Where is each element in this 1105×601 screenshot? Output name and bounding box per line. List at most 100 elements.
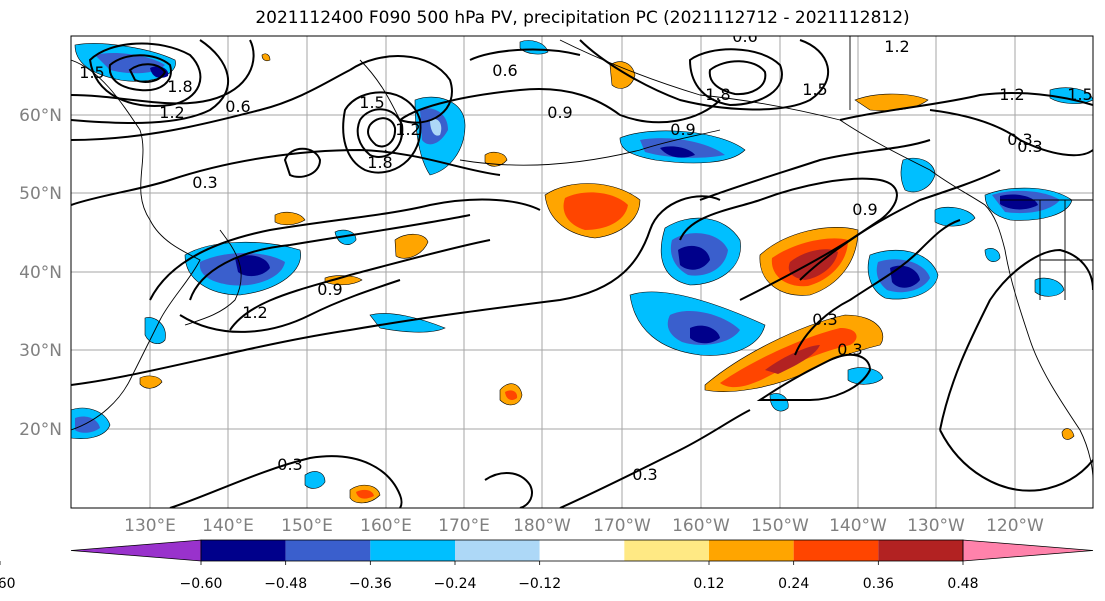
precip-blob [356, 489, 374, 499]
coastline-japan [184, 229, 242, 326]
contour-label: 0.3 [192, 173, 217, 192]
contour-label: 0.9 [670, 120, 695, 139]
lon-tick-label: 150°W [751, 516, 809, 536]
lon-tick-label: 140°W [829, 516, 887, 536]
colorbar-outline [200, 539, 964, 562]
pv-contour [708, 60, 767, 96]
lon-tick-label: 170°E [438, 516, 490, 536]
pv-contour [559, 409, 751, 508]
contour-label: 0.3 [632, 465, 657, 484]
colorbar-tick-label: −0.36 [349, 576, 392, 592]
pv-contours [71, 39, 1093, 508]
lon-tick-label: 180°W [513, 516, 571, 536]
precip-blob [519, 40, 549, 55]
map-frame [70, 35, 1094, 509]
pv-contour [739, 169, 1001, 301]
colorbar-extend-max [962, 539, 1094, 562]
pv-contour [179, 279, 401, 333]
colorbar-tick-label: 0.36 [863, 576, 894, 592]
coastline-bc [929, 169, 1006, 251]
precip-blob [484, 151, 508, 167]
precip-blob [1061, 428, 1075, 440]
colorbar-swatch [201, 540, 286, 561]
precip-blob [304, 471, 326, 489]
pv-contour [699, 139, 931, 201]
contour-label: 1.5 [79, 63, 104, 82]
colorbar-swatch [709, 540, 794, 561]
colorbar-tick-label: 0.24 [778, 576, 809, 592]
contour-label: 0.9 [317, 280, 342, 299]
colorbar-tick-labels: −0.60 −0.48 −0.36 −0.24 −0.12 0.12 0.24 0.36 0.4… [0, 561, 979, 592]
pv-contour [71, 195, 721, 386]
colorbar-tick-label: −0.12 [518, 576, 561, 592]
colorbar-tick-label: 0.60 [0, 576, 16, 592]
pv-contour [128, 63, 167, 83]
coastline-us-west [1004, 249, 1093, 481]
lon-tick-label: 160°W [672, 516, 730, 536]
pv-contour [794, 219, 961, 356]
contour-label: 1.8 [367, 153, 392, 172]
pv-contour [71, 69, 351, 141]
precip-blob [261, 53, 271, 62]
colorbar-tick-label: 0.12 [693, 576, 724, 592]
contour-label: 0.6 [732, 27, 757, 46]
pv-contour [939, 248, 1093, 431]
contour-label: 0.3 [837, 340, 862, 359]
lon-tick-label: 140°E [202, 516, 254, 536]
lon-tick-label: 130°E [124, 516, 176, 536]
contour-label: 0.3 [277, 455, 302, 474]
pv-contour [839, 92, 1093, 121]
contour-label: 1.5 [802, 80, 827, 99]
precip-blob [139, 375, 163, 389]
pv-contour [283, 147, 322, 178]
precip-blob [430, 118, 442, 136]
lat-tick-label: 40°N [19, 263, 62, 283]
precip-blob [505, 390, 518, 400]
pv-contour [71, 39, 229, 124]
contour-labels: 1.51.81.2 0.60.31.51.81.20.60.90.61.80.91… [79, 27, 1092, 484]
pv-contour [189, 214, 471, 301]
contour-label: 1.2 [159, 103, 184, 122]
precip-blob [563, 192, 628, 230]
contour-label: 1.2 [395, 120, 420, 139]
contour-label: 0.3 [812, 310, 837, 329]
colorbar [70, 539, 1094, 562]
pv-contour [469, 48, 581, 61]
colorbar-tick-label: −0.48 [264, 576, 307, 592]
pv-contour [149, 198, 541, 301]
contour-label: 1.5 [359, 93, 384, 112]
colorbar-tick-label: −0.24 [434, 576, 477, 592]
pv-contour [399, 88, 721, 124]
precip-blob [394, 233, 429, 259]
lat-tick-label: 60°N [19, 106, 62, 126]
contour-label: 0.6 [492, 61, 517, 80]
contour-label: 1.5 [1067, 85, 1092, 104]
longitude-labels: 130°E 140°E 150°E 160°E 170°E 180°W 170°W 160°W… [124, 516, 1044, 536]
precip-blob [690, 325, 720, 344]
precip-blob [769, 393, 789, 412]
lat-tick-label: 50°N [19, 184, 62, 204]
map-title: 2021112400 F090 500 hPa PV, precipitatio… [255, 8, 910, 28]
lat-tick-label: 20°N [19, 420, 62, 440]
pv-contour [71, 39, 255, 105]
precip-blob [660, 146, 695, 158]
contour-label: 0.9 [547, 103, 572, 122]
contour-label: 1.2 [999, 85, 1024, 104]
pv-contour [484, 472, 533, 508]
precip-blob [1000, 194, 1038, 210]
precip-blob [890, 265, 920, 288]
pv-contour [756, 353, 872, 401]
precip-blob [678, 245, 710, 270]
precip-blob [324, 275, 363, 286]
pv-contour [71, 148, 501, 206]
pv-contour [169, 455, 403, 508]
colorbar-swatch [539, 540, 625, 561]
colorbar-tick-label: −0.60 [180, 576, 223, 592]
precip-blob [95, 53, 165, 74]
coastline-asia [71, 59, 201, 431]
coastline-aleutians [459, 129, 721, 166]
precip-blob [765, 345, 820, 374]
pv-contour [688, 48, 783, 107]
precip-blob [334, 229, 357, 245]
